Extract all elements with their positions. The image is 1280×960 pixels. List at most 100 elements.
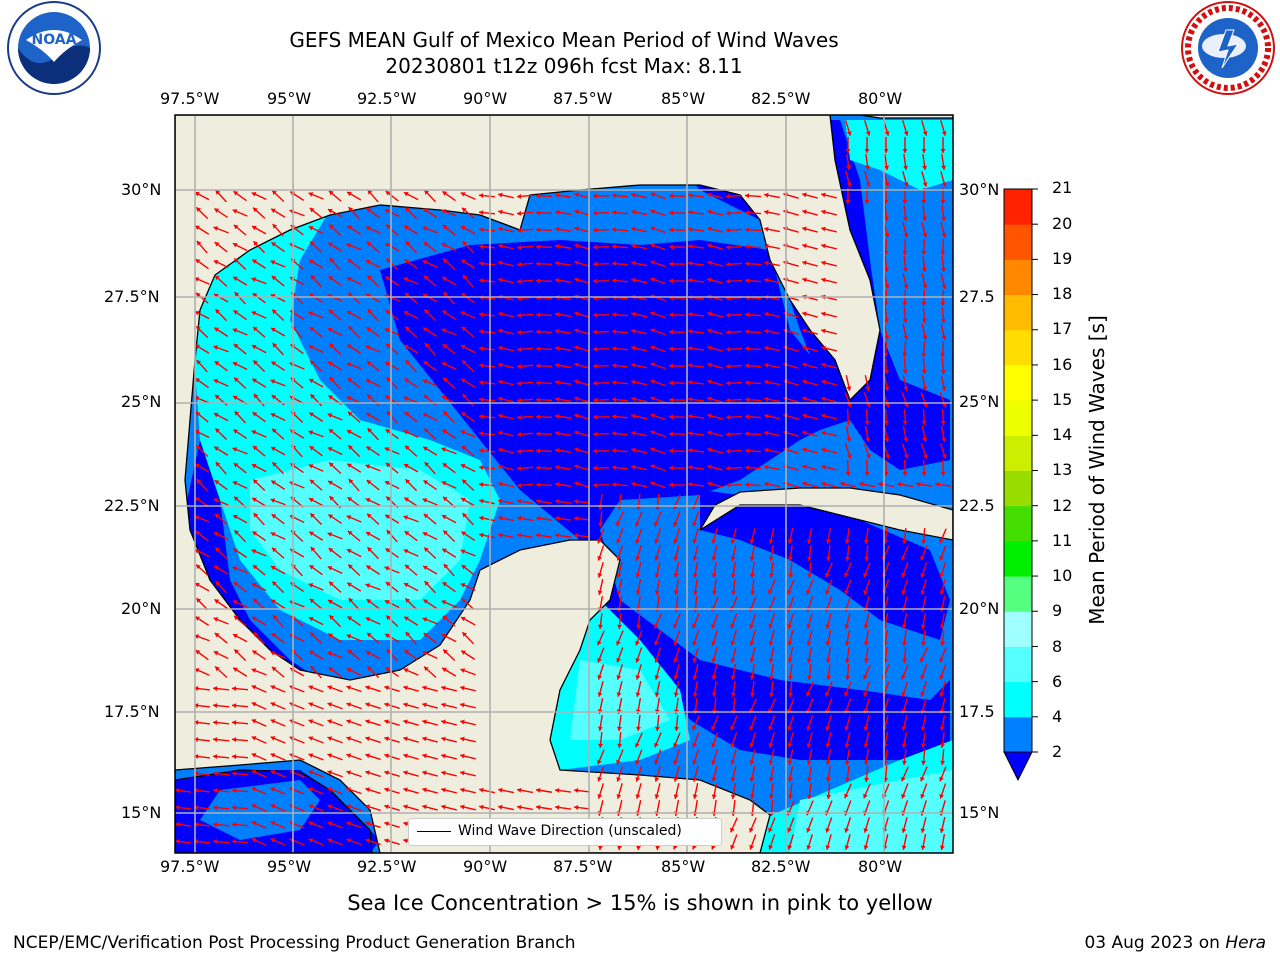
wave-arrow-head [346,736,352,742]
wave-arrow-head [479,244,484,250]
wave-arrow-head [366,531,371,537]
wave-arrow-head [846,131,852,136]
wave-arrow-head [555,430,560,436]
wave-arrow-head [764,447,769,453]
wave-arrow-head [232,600,238,605]
wave-arrow-head [195,531,201,536]
wave-arrow-head [688,345,693,351]
wave-arrow-head [194,754,199,759]
wave-arrow-head [821,192,826,198]
wave-arrow-head [901,793,906,799]
wave-arrow-head [636,845,642,850]
wave-arrow-head [749,743,755,748]
wave-arrow-head [939,726,945,731]
wave-arrow-head [940,301,946,306]
wave-arrow-head [673,742,678,748]
wave-arrow-head [901,555,906,561]
wave-arrow-head [631,345,636,351]
wave-arrow-head [673,759,679,765]
period-2-4-region [200,780,320,840]
wave-arrow-head [593,397,598,403]
wave-arrow-head [635,590,641,595]
wave-arrow-head [405,598,410,603]
wave-arrow-head [745,346,750,352]
wave-arrow-head [462,632,468,637]
wave-arrow-head [749,794,755,799]
wave-arrow-head [920,657,925,663]
map-legend: Wind Wave Direction (unscaled) [408,818,722,846]
wave-arrow-head [517,532,522,538]
wave-arrow-head [403,736,408,742]
wave-arrow-head [673,692,679,697]
wave-arrow-head [271,514,277,519]
wave-arrow-head [365,685,370,691]
wave-arrow-head [617,624,623,629]
wave-arrow-head [271,327,276,333]
land-area [175,115,881,853]
wave-arrow-head [404,564,410,570]
wave-arrow-head [745,312,750,318]
wave-arrow-head [655,845,661,850]
wave-arrow-head [232,720,237,726]
wave-arrow-head [764,362,769,368]
wave-arrow-head [384,770,389,776]
wave-arrow-head [422,617,428,622]
wave-arrow-head [692,539,698,544]
wave-arrow-head [730,573,736,578]
wave-arrow-head [707,277,712,283]
wave-arrow-head [726,227,731,233]
wave-arrow-head [825,760,831,765]
colorbar-tick: 18 [1052,284,1073,303]
wave-arrow-head [386,224,391,230]
wave-arrow-head [270,413,276,418]
wave-arrow-head [826,794,832,799]
wave-arrow-head [386,649,392,654]
wave-arrow-head [903,182,909,187]
wave-arrow-head [194,788,199,793]
wave-arrow-head [441,702,446,708]
wave-arrow-head [726,278,731,284]
wave-arrow-head [555,532,560,538]
wave-arrow-head [768,725,773,731]
lon-tick-bottom: 95°W [267,857,312,876]
wave-arrow-head [825,777,831,782]
wave-arrow-head [308,702,314,707]
wave-arrow-head [443,258,448,264]
wave-arrow-head [941,182,947,187]
wave-arrow-head [593,193,598,199]
wave-arrow-head [517,329,522,335]
wave-arrow-head [726,397,731,403]
wave-arrow-head [864,149,870,153]
wave-arrow-head [940,267,946,272]
wave-arrow-head [328,190,334,196]
wave-arrow-head [631,328,636,334]
wave-arrow-head [517,244,522,250]
wave-arrow-head [252,378,257,384]
colorbar-title: Mean Period of Wind Waves [s] [1085,315,1109,625]
wave-arrow-head [941,165,947,170]
wave-arrow-head [920,590,926,595]
wave-arrow-head [498,345,503,351]
wave-arrow-head [655,505,661,510]
wave-arrow-head [712,590,717,595]
wave-arrow-head [631,464,636,470]
wave-arrow-head [688,243,693,249]
wave-arrow-head [347,530,353,536]
wave-arrow-head [802,192,807,198]
wave-arrow-head [215,190,221,195]
wave-arrow-head [635,794,641,799]
wave-arrow-head [346,515,352,520]
wave-arrow-head [612,244,617,250]
wave-arrow-head [233,582,239,587]
wave-arrow-head [232,633,238,639]
wave-arrow-head [865,182,871,187]
wave-arrow-head [479,346,484,352]
wave-arrow-head [692,521,697,527]
wave-arrow-head [442,429,448,434]
wave-arrow-head [726,244,731,250]
wave-arrow-head [196,360,202,365]
lat-tick-left: 27.5°N [104,287,160,306]
wave-arrow-head [941,437,947,442]
wave-arrow-head [802,311,807,317]
wave-arrow-head [616,675,622,680]
